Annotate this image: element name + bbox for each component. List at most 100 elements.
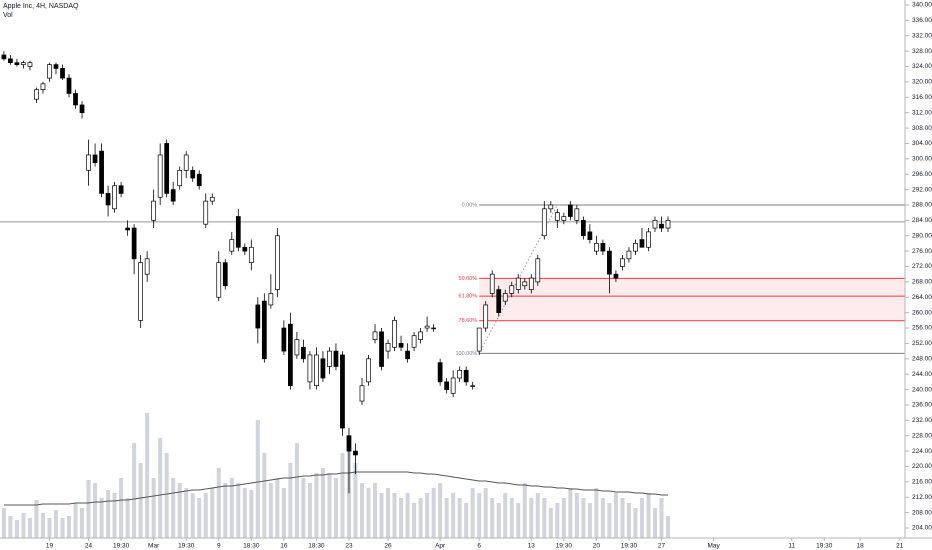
fib-label: 0.00% [462, 202, 478, 208]
volume-bar [132, 443, 137, 538]
candle-body [411, 335, 417, 348]
candle-body [561, 216, 567, 221]
candle-body [333, 350, 339, 367]
candle-body [294, 339, 300, 356]
candle-body [209, 196, 215, 202]
candle-body [470, 385, 476, 387]
volume-bar [281, 488, 286, 538]
candle-body [105, 193, 111, 206]
candle-body [79, 104, 85, 114]
candle-body [47, 64, 52, 79]
volume-bar [477, 493, 482, 538]
candle-body [27, 62, 33, 67]
x-tick-label: May [707, 543, 720, 550]
volume-bar [60, 518, 65, 538]
x-tick-label: 21 [896, 543, 904, 550]
y-tick-label: 228.00 [912, 432, 932, 439]
volume-bar [164, 453, 169, 538]
x-tick-label: 26 [384, 543, 392, 550]
volume-bar [229, 478, 234, 538]
fib-label: 78.60% [459, 318, 478, 324]
volume-bar [203, 493, 208, 538]
volume-bar [177, 483, 182, 538]
chart-title: Apple Inc, 4H, NASDAQ [3, 3, 79, 10]
x-tick-label: 19:30 [556, 543, 573, 550]
x-tick-label: 19:30 [621, 543, 638, 550]
x-tick-label: 11 [788, 543, 795, 550]
y-tick-label: 304.00 [912, 140, 932, 147]
y-tick-label: 220.00 [912, 463, 932, 470]
x-tick-label: 19:30 [113, 543, 130, 550]
y-tick-label: 292.00 [912, 186, 932, 193]
x-tick-label: 16 [280, 543, 288, 550]
y-tick-label: 296.00 [912, 171, 932, 178]
candle-body [307, 354, 313, 383]
volume-bar [509, 498, 514, 538]
candle-body [288, 323, 293, 387]
fib-label: 100.00% [455, 351, 477, 357]
y-tick-label: 328.00 [912, 48, 932, 55]
y-tick-label: 260.00 [912, 309, 932, 316]
volume-bar [457, 498, 462, 538]
volume-bar [496, 503, 501, 538]
candle-body [14, 62, 20, 65]
candle-body [398, 343, 404, 348]
y-tick-label: 236.00 [912, 402, 932, 409]
volume-bar [379, 493, 384, 538]
volume-bar [561, 498, 566, 538]
candle-body [170, 189, 176, 202]
candle-body [574, 208, 580, 221]
volume-bar [47, 518, 52, 538]
y-tick-label: 232.00 [912, 417, 932, 424]
candle-body [554, 212, 560, 221]
volume-bar [8, 516, 13, 538]
candle-body [274, 235, 280, 290]
candle-layer [1, 51, 671, 494]
candle-body [366, 358, 371, 383]
volume-bar [99, 498, 104, 538]
candle-body [353, 450, 358, 456]
volume-bar [600, 498, 605, 538]
volume-bar [483, 488, 488, 538]
candle-body [255, 304, 261, 329]
candle-body [112, 185, 117, 210]
y-tick-label: 244.00 [912, 371, 932, 378]
candle-body [203, 200, 209, 225]
candle-body [268, 293, 274, 306]
volume-bar [158, 438, 163, 538]
volume-bar [1, 508, 6, 538]
volume-bar [373, 483, 378, 538]
candle-body [463, 369, 469, 383]
candle-body [483, 304, 489, 329]
volume-bar [112, 493, 117, 538]
volume-bar [425, 493, 430, 538]
y-tick-label: 332.00 [912, 32, 932, 39]
candle-body [242, 246, 248, 252]
x-tick-label: Apr [435, 543, 446, 550]
volume-bar [80, 508, 85, 538]
x-tick-label: 18:30 [243, 543, 260, 550]
candle-body [496, 289, 502, 313]
candle-body [600, 243, 606, 252]
candle-body [281, 327, 287, 352]
candle-body [457, 369, 463, 379]
y-tick-label: 204.00 [912, 525, 932, 532]
candle-body [613, 273, 619, 279]
y-tick-label: 240.00 [912, 386, 932, 393]
volume-bar [405, 493, 410, 538]
volume-bar [665, 516, 671, 538]
y-tick-label: 276.00 [912, 248, 932, 255]
volume-bar [522, 483, 527, 538]
candle-body [405, 350, 410, 360]
x-tick-label: 24 [85, 543, 93, 550]
volume-bar [438, 483, 443, 538]
volume-bar [542, 498, 547, 538]
y-tick-label: 212.00 [912, 494, 932, 501]
volume-bar [464, 503, 469, 538]
candle-body [424, 325, 430, 329]
candle-body [567, 204, 573, 217]
y-tick-label: 252.00 [912, 340, 932, 347]
